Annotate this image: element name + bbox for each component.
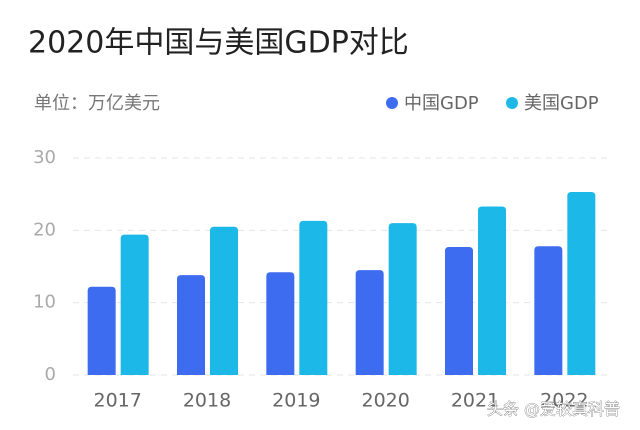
x-tick-label: 2020 <box>361 390 409 412</box>
y-tick-label: 20 <box>33 219 56 240</box>
x-tick-label: 2019 <box>272 390 320 412</box>
bar <box>478 206 506 375</box>
bar <box>355 270 384 375</box>
unit-label: 单位：万亿美元 <box>34 93 160 114</box>
legend-label: 美国GDP <box>524 93 599 114</box>
y-tick-label: 30 <box>33 147 56 168</box>
bar <box>299 220 328 375</box>
bar <box>120 234 149 375</box>
chart-title: 2020年中国与美国GDP对比 <box>28 26 409 61</box>
bar <box>567 191 596 375</box>
legend-marker <box>506 97 518 109</box>
y-tick-label: 0 <box>45 364 56 385</box>
bar <box>210 226 238 375</box>
legend-marker <box>386 97 398 109</box>
y-tick-label: 10 <box>33 292 56 313</box>
bar <box>87 286 116 375</box>
x-tick-label: 2022 <box>540 390 588 412</box>
watermark: 头条 @爱较真科普 <box>487 400 620 419</box>
legend-label: 中国GDP <box>404 93 479 114</box>
bar <box>534 246 563 375</box>
bar <box>177 275 205 375</box>
bar <box>388 223 417 375</box>
bar <box>266 272 295 375</box>
x-tick-label: 2021 <box>451 390 499 412</box>
x-tick-label: 2018 <box>183 390 231 412</box>
bar <box>445 246 473 375</box>
x-tick-label: 2017 <box>93 390 141 412</box>
